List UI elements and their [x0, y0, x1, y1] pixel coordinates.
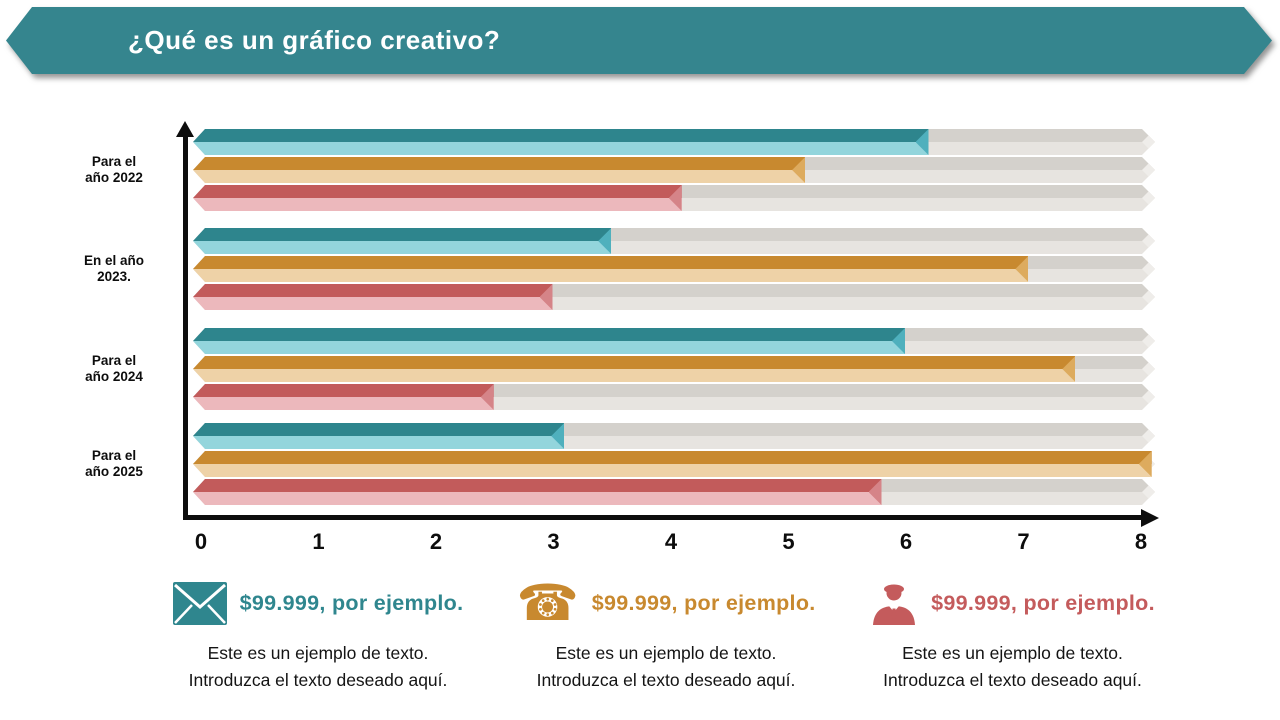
- legend-text-line1: Este es un ejemplo de texto.: [207, 643, 429, 663]
- phone-icon: ☎: [516, 574, 579, 632]
- x-tick-label: 8: [1134, 529, 1148, 554]
- legend-text-line1: Este es un ejemplo de texto.: [555, 643, 777, 663]
- legend-text-line2: Introduzca el texto deseado aquí.: [883, 670, 1142, 691]
- bar-row: [193, 479, 1155, 505]
- bar-fill-serie-orange: [193, 451, 1152, 477]
- bar-row: [193, 129, 1155, 155]
- bar-fill-serie-red: [193, 384, 494, 410]
- x-axis-arrow: [1141, 509, 1159, 527]
- legend-text-phone: Este es un ejemplo de texto. Introduzca …: [515, 640, 817, 694]
- legend-item-mail: $99.999, por ejemplo. Este es un ejemplo…: [168, 578, 468, 694]
- bar-row: [193, 423, 1155, 449]
- legend-head-phone: ☎ $99.999, por ejemplo.: [515, 578, 817, 628]
- x-axis-line: [183, 515, 1141, 520]
- legend-text-line1: Este es un ejemplo de texto.: [902, 643, 1123, 663]
- bar-fill-serie-teal: [193, 228, 612, 254]
- x-tick-label: 6: [899, 529, 913, 554]
- bar-row: [193, 256, 1155, 282]
- legend-item-phone: ☎ $99.999, por ejemplo. Este es un ejemp…: [515, 578, 817, 694]
- bar-fill-serie-teal: [193, 423, 565, 449]
- bar-fill-serie-teal: [193, 328, 905, 354]
- legend-amount-phone: $99.999, por ejemplo.: [591, 590, 816, 615]
- bar-row: [193, 228, 1155, 254]
- category-label: En el año 2023.: [83, 252, 144, 284]
- x-tick-label: 0: [194, 529, 208, 554]
- category-label: Para el año 2025: [85, 447, 143, 479]
- legend-text-businessman: Este es un ejemplo de texto. Introduzca …: [860, 640, 1165, 694]
- page-title: ¿Qué es un gráfico creativo?: [128, 25, 501, 55]
- banner-ribbon-shape: ¿Qué es un gráfico creativo?: [6, 7, 1272, 74]
- bar-row: [193, 356, 1155, 382]
- bar-row: [193, 451, 1155, 477]
- bar-fill-serie-teal: [193, 129, 929, 155]
- y-axis-arrow: [176, 121, 194, 137]
- envelope-icon: [172, 581, 227, 625]
- x-tick-label: 1: [312, 529, 325, 554]
- bar-row: [193, 328, 1155, 354]
- businessman-icon: [870, 581, 918, 625]
- bar-fill-serie-red: [193, 284, 553, 310]
- bar-fill-serie-red: [193, 185, 682, 211]
- bar-row: [193, 384, 1155, 410]
- bar-fill-serie-orange: [193, 256, 1029, 282]
- bar-fill-serie-red: [193, 479, 882, 505]
- legend-text-mail: Este es un ejemplo de texto. Introduzca …: [168, 640, 468, 694]
- legend-item-businessman: $99.999, por ejemplo. Este es un ejemplo…: [860, 578, 1165, 694]
- category-label: Para el año 2024: [85, 352, 143, 384]
- x-tick-label: 4: [664, 529, 678, 554]
- title-banner: ¿Qué es un gráfico creativo?: [6, 7, 1272, 74]
- bar-fill-serie-orange: [193, 157, 806, 183]
- y-axis-line: [183, 136, 188, 520]
- x-tick-label: 3: [547, 529, 560, 554]
- bar-fill-serie-orange: [193, 356, 1076, 382]
- bar-row: [193, 284, 1155, 310]
- legend-text-line2: Introduzca el texto deseado aquí.: [188, 670, 448, 691]
- legend-amount-mail: $99.999, por ejemplo.: [239, 590, 464, 615]
- legend-head-businessman: $99.999, por ejemplo.: [860, 578, 1165, 628]
- x-tick-label: 5: [782, 529, 795, 554]
- legend-head-mail: $99.999, por ejemplo.: [168, 578, 468, 628]
- x-tick-label: 2: [429, 529, 443, 554]
- legend-amount-businessman: $99.999, por ejemplo.: [931, 590, 1155, 615]
- bar-row: [193, 157, 1155, 183]
- legend-text-line2: Introduzca el texto deseado aquí.: [536, 670, 796, 691]
- bar-row: [193, 185, 1155, 211]
- x-tick-label: 7: [1017, 529, 1030, 554]
- category-label: Para el año 2022: [85, 153, 143, 185]
